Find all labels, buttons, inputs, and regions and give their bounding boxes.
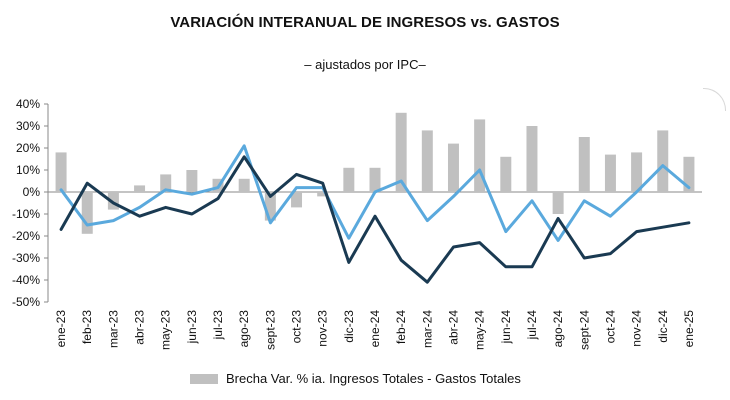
bar: [317, 192, 329, 197]
x-tick-label: mar-23: [106, 310, 120, 348]
bar: [55, 152, 67, 192]
y-tick-label: 0%: [23, 185, 41, 199]
bar: [421, 130, 433, 192]
x-tick-label: mar-24: [420, 310, 434, 348]
x-tick-label: ago-23: [237, 310, 251, 348]
series-line-dark-navy: [59, 155, 691, 284]
x-tick-label: may-24: [473, 310, 487, 350]
bar: [186, 170, 198, 192]
x-tick-label: abr-24: [446, 310, 460, 345]
bar: [395, 112, 407, 192]
x-tick-label: jul-24: [525, 310, 539, 341]
bar: [264, 192, 276, 221]
bar: [631, 152, 643, 192]
y-tick-label: -10%: [12, 207, 40, 221]
x-tick-label: nov-24: [630, 310, 644, 347]
x-tick-label: oct-23: [290, 310, 304, 344]
legend-bar-entry: Brecha Var. % ia. Ingresos Totales - Gas…: [190, 371, 521, 386]
x-tick-label: nov-23: [316, 310, 330, 347]
x-tick-label: ene-25: [682, 310, 696, 348]
y-tick-label: -30%: [12, 251, 40, 265]
bar: [369, 167, 381, 192]
x-tick-label: ene-24: [368, 310, 382, 348]
bar: [657, 130, 669, 192]
x-tick-label: feb-24: [394, 310, 408, 344]
x-tick-label: jun-24: [499, 310, 513, 345]
x-tick-label: oct-24: [603, 310, 617, 344]
x-tick-label: sept-24: [577, 310, 591, 350]
legend-bar-swatch: [190, 373, 218, 384]
bar: [238, 178, 250, 192]
bar: [134, 185, 146, 192]
x-tick-label: sept-23: [263, 310, 277, 350]
x-tick-label: dic-24: [656, 310, 670, 343]
x-tick-label: ago-24: [551, 310, 565, 348]
bar: [552, 192, 564, 214]
y-tick-label: 40%: [16, 97, 40, 111]
bar: [683, 156, 695, 192]
chart-title: VARIACIÓN INTERANUAL DE INGRESOS vs. GAS…: [170, 14, 560, 31]
bar: [526, 126, 538, 192]
bar: [474, 119, 486, 192]
bar: [81, 192, 93, 234]
x-tick-label: may-23: [159, 310, 173, 350]
x-tick-label: dic-23: [342, 310, 356, 343]
legend-bar-label: Brecha Var. % ia. Ingresos Totales - Gas…: [226, 371, 521, 386]
bar: [291, 192, 303, 208]
y-tick-label: -20%: [12, 229, 40, 243]
y-tick-label: 10%: [16, 163, 40, 177]
x-tick-label: jul-23: [211, 310, 225, 341]
bar: [578, 137, 590, 192]
x-tick-label: abr-23: [133, 310, 147, 345]
chart-subtitle: – ajustados por IPC–: [304, 57, 426, 72]
bar: [107, 192, 119, 210]
x-tick-label: feb-23: [80, 310, 94, 344]
x-tick-label: ene-23: [54, 310, 68, 348]
bar: [343, 167, 355, 192]
y-tick-label: 20%: [16, 141, 40, 155]
bar: [604, 154, 616, 192]
x-tick-label: jun-23: [185, 310, 199, 345]
y-tick-label: 30%: [16, 119, 40, 133]
bar: [447, 143, 459, 192]
bar: [500, 156, 512, 192]
series-line-light-blue: [59, 144, 691, 242]
y-tick-label: -40%: [12, 273, 40, 287]
bar: [160, 174, 172, 192]
y-tick-label: -50%: [12, 295, 40, 309]
